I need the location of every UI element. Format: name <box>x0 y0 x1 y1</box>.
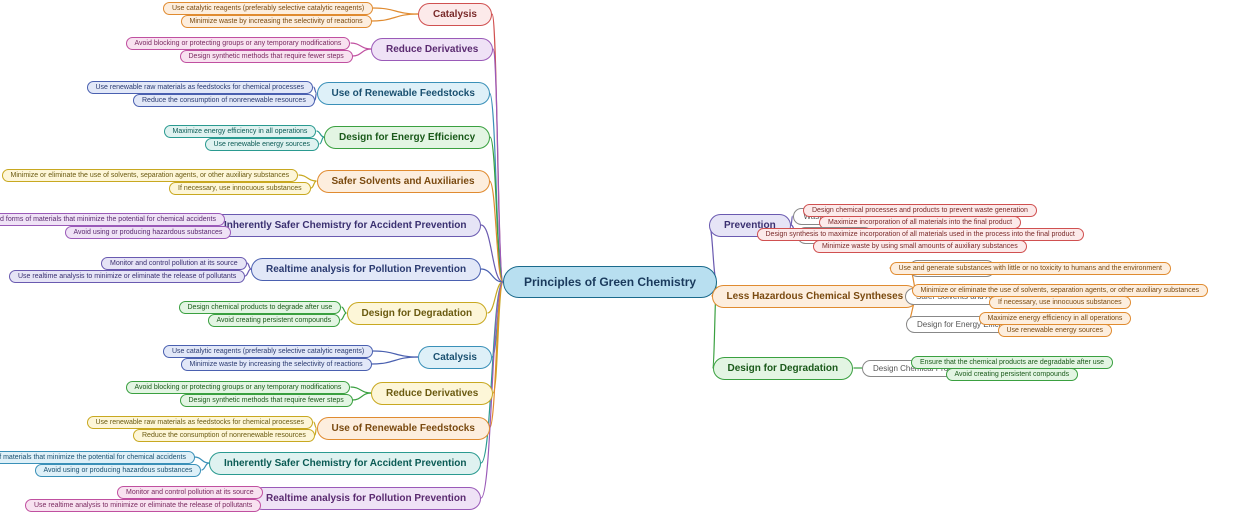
r-lesshaz-mid-1-leaf-0: Minimize or eliminate the use of solvent… <box>912 284 1209 297</box>
l-safer2-leaf-0: Use substances and forms of materials th… <box>0 451 195 464</box>
l-catalysis2: Catalysis <box>418 346 492 369</box>
l-renew2-leaf-0: Use renewable raw materials as feedstock… <box>87 416 314 429</box>
l-solvents-leaf-1: If necessary, use innocuous substances <box>169 182 311 195</box>
l-energy-leaf-1: Use renewable energy sources <box>205 138 320 151</box>
r-prevent-mid-0-leaf-0: Design chemical processes and products t… <box>803 204 1037 217</box>
r-lesshaz-mid-1-leaf-1: If necessary, use innocuous substances <box>989 296 1131 309</box>
l-redderiv-leaf-0: Avoid blocking or protecting groups or a… <box>126 37 351 50</box>
r-lesshaz-mid-2-leaf-0: Maximize energy efficiency in all operat… <box>979 312 1132 325</box>
l-catalysis: Catalysis <box>418 3 492 26</box>
l-renew2-leaf-1: Reduce the consumption of nonrenewable r… <box>133 429 315 442</box>
l-realtime: Realtime analysis for Pollution Preventi… <box>251 258 481 281</box>
l-realtime2: Realtime analysis for Pollution Preventi… <box>251 487 481 510</box>
center-topic: Principles of Green Chemistry <box>503 266 717 298</box>
l-degrade-leaf-1: Avoid creating persistent compounds <box>208 314 341 327</box>
l-catalysis2-leaf-0: Use catalytic reagents (preferably selec… <box>163 345 373 358</box>
l-renew2: Use of Renewable Feedstocks <box>317 417 490 440</box>
l-safer2: Inherently Safer Chemistry for Accident … <box>209 452 481 475</box>
l-redderiv2-leaf-1: Design synthetic methods that require fe… <box>180 394 353 407</box>
l-safer2-leaf-1: Avoid using or producing hazardous subst… <box>35 464 202 477</box>
r-prevent-mid-1-leaf-1: Minimize waste by using small amounts of… <box>813 240 1027 253</box>
l-redderiv: Reduce Derivatives <box>371 38 493 61</box>
r-degrade: Design for Degradation <box>713 357 854 380</box>
l-renew-leaf-1: Reduce the consumption of nonrenewable r… <box>133 94 315 107</box>
r-degrade-mid-0-leaf-1: Avoid creating persistent compounds <box>946 368 1079 381</box>
l-realtime2-leaf-1: Use realtime analysis to minimize or eli… <box>25 499 261 512</box>
l-safer: Inherently Safer Chemistry for Accident … <box>209 214 481 237</box>
l-catalysis2-leaf-1: Minimize waste by increasing the selecti… <box>181 358 372 371</box>
l-catalysis-leaf-1: Minimize waste by increasing the selecti… <box>181 15 372 28</box>
l-realtime-leaf-0: Monitor and control pollution at its sou… <box>101 257 247 270</box>
l-energy: Design for Energy Efficiency <box>324 126 490 149</box>
l-redderiv-leaf-1: Design synthetic methods that require fe… <box>180 50 353 63</box>
r-degrade-mid-0-leaf-0: Ensure that the chemical products are de… <box>911 356 1113 369</box>
r-prevent-mid-1-leaf-0: Design synthesis to maximize incorporati… <box>757 228 1084 241</box>
l-renew: Use of Renewable Feedstocks <box>317 82 490 105</box>
l-redderiv2: Reduce Derivatives <box>371 382 493 405</box>
l-degrade: Design for Degradation <box>347 302 488 325</box>
l-renew-leaf-0: Use renewable raw materials as feedstock… <box>87 81 314 94</box>
l-redderiv2-leaf-0: Avoid blocking or protecting groups or a… <box>126 381 351 394</box>
l-safer-leaf-1: Avoid using or producing hazardous subst… <box>65 226 232 239</box>
l-realtime2-leaf-0: Monitor and control pollution at its sou… <box>117 486 263 499</box>
r-lesshaz: Less Hazardous Chemical Syntheses <box>712 285 919 308</box>
l-solvents: Safer Solvents and Auxiliaries <box>317 170 490 193</box>
l-catalysis-leaf-0: Use catalytic reagents (preferably selec… <box>163 2 373 15</box>
r-lesshaz-mid-0-leaf-0: Use and generate substances with little … <box>890 262 1171 275</box>
l-energy-leaf-0: Maximize energy efficiency in all operat… <box>164 125 317 138</box>
l-realtime-leaf-1: Use realtime analysis to minimize or eli… <box>9 270 245 283</box>
l-solvents-leaf-0: Minimize or eliminate the use of solvent… <box>2 169 299 182</box>
l-safer-leaf-0: Use substances and forms of materials th… <box>0 213 225 226</box>
r-lesshaz-mid-2-leaf-1: Use renewable energy sources <box>998 324 1113 337</box>
l-degrade-leaf-0: Design chemical products to degrade afte… <box>179 301 342 314</box>
